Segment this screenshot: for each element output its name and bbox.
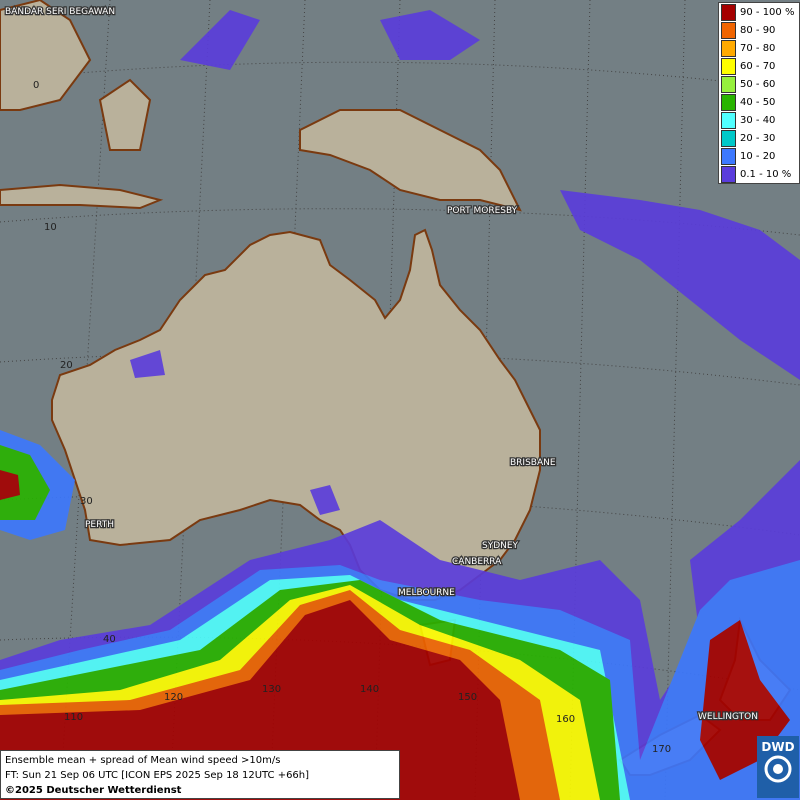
footer: Ensemble mean + spread of Mean wind spee…: [0, 750, 400, 799]
legend-label: 0.1 - 10 %: [740, 168, 792, 180]
lon-label: 140: [360, 684, 379, 695]
legend-swatch: [721, 147, 736, 165]
logo-icon: [764, 755, 792, 783]
lon-label: 170: [652, 744, 671, 755]
lon-label: 150: [458, 692, 477, 703]
lat-label: 10: [44, 222, 57, 233]
legend-label: 90 - 100 %: [740, 6, 795, 18]
footer-line: Ensemble mean + spread of Mean wind spee…: [5, 755, 281, 766]
city-label: WELLINGTON: [698, 712, 758, 722]
legend-label: 20 - 30: [740, 132, 776, 144]
legend-item: 70 - 80: [719, 39, 799, 57]
city-label: PORT MORESBY: [447, 206, 518, 216]
footer-line: FT: Sun 21 Sep 06 UTC [ICON EPS 2025 Sep…: [5, 770, 310, 781]
city-label: MELBOURNE: [398, 588, 455, 598]
legend-swatch: [721, 129, 736, 147]
legend-item: 40 - 50: [719, 93, 799, 111]
logo-text: DWD: [761, 740, 795, 754]
legend-label: 10 - 20: [740, 150, 776, 162]
legend-swatch: [721, 3, 736, 21]
legend-item: 80 - 90: [719, 21, 799, 39]
dwd-logo: DWD: [757, 736, 799, 798]
copyright: ©2025 Deutscher Wetterdienst: [5, 785, 182, 796]
legend-swatch: [721, 39, 736, 57]
legend-item: 50 - 60: [719, 75, 799, 93]
legend-label: 80 - 90: [740, 24, 776, 36]
lon-label: 160: [556, 714, 575, 725]
legend-swatch: [721, 75, 736, 93]
legend-item: 10 - 20: [719, 147, 799, 165]
wind-probability: [0, 10, 800, 800]
lat-label: 30: [80, 496, 93, 507]
legend-swatch: [721, 21, 736, 39]
city-label: CANBERRA: [452, 557, 502, 567]
legend-label: 40 - 50: [740, 96, 776, 108]
lat-label: 40: [103, 634, 116, 645]
lat-label: 20: [60, 360, 73, 371]
legend-swatch: [721, 57, 736, 75]
lon-label: 110: [64, 712, 83, 723]
legend-item: 90 - 100 %: [719, 3, 799, 21]
legend-swatch: [721, 165, 736, 183]
legend-swatch: [721, 93, 736, 111]
city-label: SYDNEY: [482, 541, 519, 551]
lon-label: 120: [164, 692, 183, 703]
legend: 90 - 100 % 80 - 90 70 - 80 60 - 70 50 - 60 40…: [718, 2, 800, 184]
city-label: BANDAR SERI BEGAWAN: [5, 7, 115, 17]
legend-item: 20 - 30: [719, 129, 799, 147]
legend-item: 30 - 40: [719, 111, 799, 129]
city-label: PERTH: [85, 520, 114, 530]
legend-item: 60 - 70: [719, 57, 799, 75]
legend-label: 60 - 70: [740, 60, 776, 72]
legend-label: 30 - 40: [740, 114, 776, 126]
lon-label: 130: [262, 684, 281, 695]
lat-label: 0: [33, 80, 39, 91]
city-label: BRISBANE: [510, 458, 556, 468]
legend-label: 50 - 60: [740, 78, 776, 90]
legend-item: 0.1 - 10 %: [719, 165, 799, 183]
legend-label: 70 - 80: [740, 42, 776, 54]
legend-swatch: [721, 111, 736, 129]
